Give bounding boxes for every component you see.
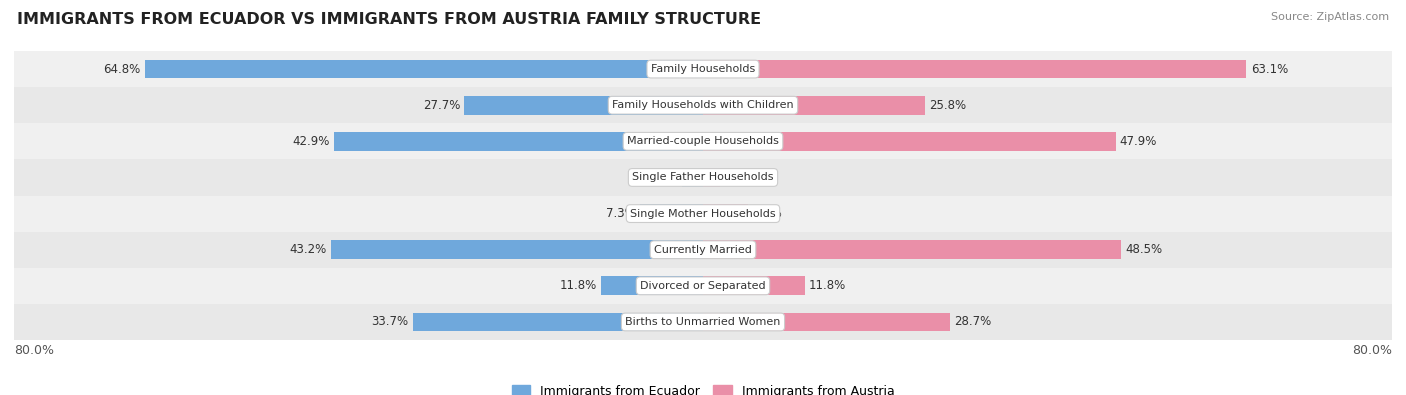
Bar [333,132,703,151]
Bar [682,168,703,187]
Bar [703,132,1115,151]
Text: 2.0%: 2.0% [724,171,754,184]
Bar [14,87,1392,123]
Text: 48.5%: 48.5% [1125,243,1163,256]
Text: Single Mother Households: Single Mother Households [630,209,776,218]
Bar [703,276,804,295]
Text: Births to Unmarried Women: Births to Unmarried Women [626,317,780,327]
Text: 33.7%: 33.7% [371,316,409,329]
Text: 47.9%: 47.9% [1119,135,1157,148]
Bar [602,276,703,295]
Bar [413,312,703,331]
Bar [14,268,1392,304]
Text: Single Father Households: Single Father Households [633,173,773,182]
Text: 7.3%: 7.3% [606,207,636,220]
Bar [14,123,1392,160]
Text: IMMIGRANTS FROM ECUADOR VS IMMIGRANTS FROM AUSTRIA FAMILY STRUCTURE: IMMIGRANTS FROM ECUADOR VS IMMIGRANTS FR… [17,12,761,27]
Bar [14,304,1392,340]
Text: Married-couple Households: Married-couple Households [627,136,779,146]
Text: Source: ZipAtlas.com: Source: ZipAtlas.com [1271,12,1389,22]
Text: 27.7%: 27.7% [423,99,460,112]
Text: 11.8%: 11.8% [560,279,598,292]
Bar [703,204,748,223]
Text: 28.7%: 28.7% [955,316,991,329]
Bar [703,168,720,187]
Bar [14,231,1392,268]
Text: 64.8%: 64.8% [104,62,141,75]
Text: 5.2%: 5.2% [752,207,782,220]
Bar [640,204,703,223]
Text: 25.8%: 25.8% [929,99,966,112]
Bar [330,240,703,259]
Text: 80.0%: 80.0% [1353,344,1392,357]
Bar [464,96,703,115]
Text: Currently Married: Currently Married [654,245,752,255]
Bar [14,160,1392,196]
Bar [703,312,950,331]
Text: 11.8%: 11.8% [808,279,846,292]
Text: 43.2%: 43.2% [290,243,326,256]
Bar [145,60,703,79]
Text: 2.4%: 2.4% [648,171,678,184]
Bar [703,60,1246,79]
Bar [14,51,1392,87]
Bar [14,196,1392,231]
Text: Family Households with Children: Family Households with Children [612,100,794,110]
Text: Family Households: Family Households [651,64,755,74]
Legend: Immigrants from Ecuador, Immigrants from Austria: Immigrants from Ecuador, Immigrants from… [506,380,900,395]
Text: 80.0%: 80.0% [14,344,53,357]
Text: 42.9%: 42.9% [292,135,329,148]
Text: 63.1%: 63.1% [1251,62,1288,75]
Bar [703,96,925,115]
Text: Divorced or Separated: Divorced or Separated [640,281,766,291]
Bar [703,240,1121,259]
